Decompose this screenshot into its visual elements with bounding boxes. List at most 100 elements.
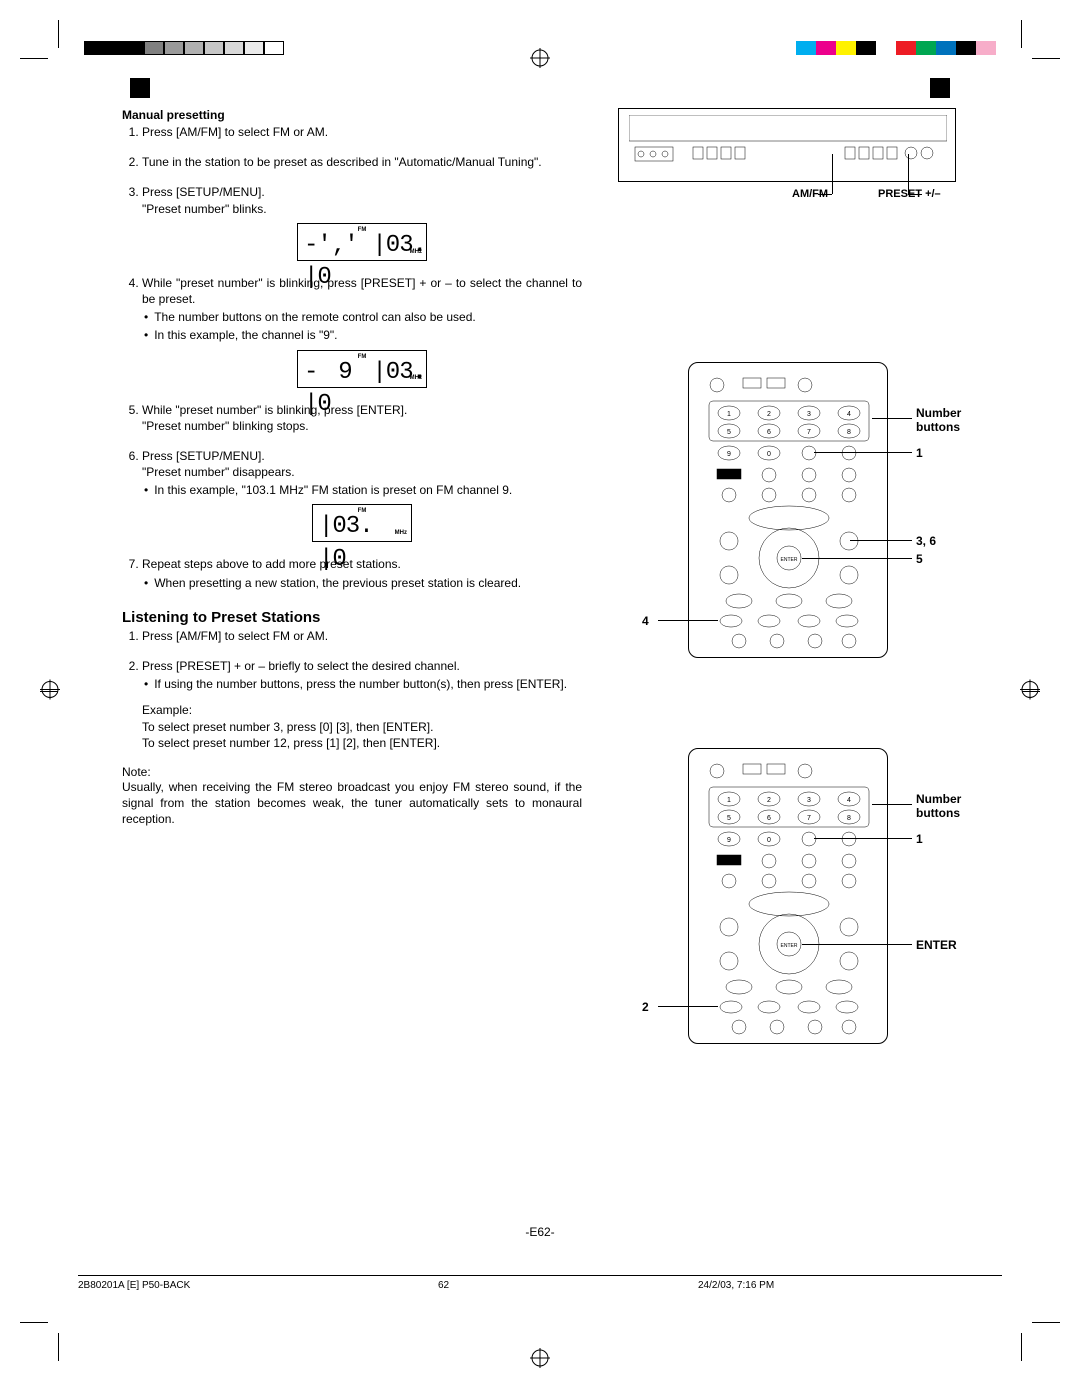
lcd-display: FM |03. |0 MHz <box>312 504 412 542</box>
sub-item: When presetting a new station, the previ… <box>156 575 582 591</box>
callout-line <box>872 418 912 419</box>
svg-text:7: 7 <box>807 815 811 822</box>
step-text: Press [SETUP/MENU]. <box>142 449 265 463</box>
sub-item: The number buttons on the remote control… <box>156 309 582 325</box>
callout-1: 1 <box>916 446 923 460</box>
step-text: "Preset number" disappears. <box>142 465 295 479</box>
lcd-mhz-label: MHz <box>410 248 422 256</box>
callout-line <box>802 944 912 945</box>
svg-text:4: 4 <box>847 411 851 418</box>
lcd-digits: -'‚' |03. |0 <box>304 230 426 295</box>
heading-listening: Listening to Preset Stations <box>122 609 582 626</box>
step-text: Press [SETUP/MENU]. <box>142 185 265 199</box>
callout-line <box>850 540 912 541</box>
manual-presetting-steps: Press [AM/FM] to select FM or AM. Tune i… <box>122 124 582 591</box>
remote-control-icon: 1234 5678 90 ENTER <box>688 362 888 658</box>
step: Press [AM/FM] to select FM or AM. <box>142 628 582 644</box>
registration-square <box>930 78 950 98</box>
device-panel-icon <box>629 115 947 173</box>
heading-manual-presetting: Manual presetting <box>122 108 582 122</box>
lcd-display: FM - 9 |03. |0 MHz <box>297 350 427 388</box>
callout-5: 5 <box>916 552 923 566</box>
content-area: Manual presetting Press [AM/FM] to selec… <box>122 108 958 828</box>
note-body: Usually, when receiving the FM stereo br… <box>122 779 582 828</box>
device-panel-wrap: AM/FM PRESET +/– <box>618 108 958 182</box>
svg-text:ENTER: ENTER <box>781 943 798 949</box>
crop-mark <box>1032 1322 1060 1323</box>
remote-figure: 1234 5678 90 ENTER Number buttons 1 ENTE… <box>618 748 958 1044</box>
sub-item: In this example, "103.1 MHz" FM station … <box>156 482 582 498</box>
crop-mark <box>1021 1333 1022 1361</box>
svg-text:2: 2 <box>767 797 771 804</box>
step: Press [AM/FM] to select FM or AM. <box>142 124 582 140</box>
lcd-mhz-label: MHz <box>410 374 422 382</box>
footer-bar: 2B80201A [E] P50-BACK 62 24/2/03, 7:16 P… <box>78 1275 1002 1295</box>
remote-figure: 1234 5678 90 ENTER Number buttons 1 3, 6… <box>618 362 958 658</box>
lcd-mhz-label: MHz <box>395 529 407 537</box>
svg-text:6: 6 <box>767 815 771 822</box>
callout-line <box>872 804 912 805</box>
step-text: Press [PRESET] + or – briefly to select … <box>142 659 460 673</box>
color-strip <box>796 41 996 55</box>
device-front-panel <box>618 108 956 182</box>
svg-text:4: 4 <box>847 797 851 804</box>
step: Press [SETUP/MENU]. "Preset number" disa… <box>142 448 582 543</box>
example-line: To select preset number 3, press [0] [3]… <box>142 720 433 734</box>
listening-steps: Press [AM/FM] to select FM or AM. Press … <box>122 628 582 751</box>
svg-text:ENTER: ENTER <box>781 557 798 563</box>
svg-text:5: 5 <box>727 815 731 822</box>
page-number: -E62- <box>525 1225 554 1239</box>
svg-text:1: 1 <box>727 411 731 418</box>
footer-doc-id: 2B80201A [E] P50-BACK <box>78 1280 438 1295</box>
registration-square <box>130 78 150 98</box>
remote-control-icon: 1234 5678 90 ENTER <box>688 748 888 1044</box>
callout-1: 1 <box>916 832 923 846</box>
lcd-display: FM -'‚' |03. |0 MHz <box>297 223 427 261</box>
registration-mark-icon <box>530 1348 550 1371</box>
svg-text:9: 9 <box>727 837 731 844</box>
callout-3-6: 3, 6 <box>916 534 936 548</box>
footer-page: 62 <box>438 1280 698 1295</box>
step: Press [PRESET] + or – briefly to select … <box>142 658 582 751</box>
callout-enter: ENTER <box>916 938 957 952</box>
registration-mark-icon <box>530 48 550 71</box>
footer-timestamp: 24/2/03, 7:16 PM <box>698 1280 1002 1295</box>
sub-item: If using the number buttons, press the n… <box>156 676 582 692</box>
note-label: Note: <box>122 765 582 779</box>
crop-mark <box>20 1322 48 1323</box>
callout-line <box>814 838 912 839</box>
svg-text:1: 1 <box>727 797 731 804</box>
crop-mark <box>1032 58 1060 59</box>
callout-line <box>658 620 718 621</box>
callout-number-buttons: Number buttons <box>916 792 961 821</box>
right-column: AM/FM PRESET +/– <box>618 108 958 1044</box>
svg-text:0: 0 <box>767 837 771 844</box>
remote-svg: 1234 5678 90 ENTER <box>689 749 889 1045</box>
callout-line <box>658 1006 718 1007</box>
grayscale-strip <box>84 41 284 55</box>
step: Press [SETUP/MENU]. "Preset number" blin… <box>142 184 582 260</box>
step-text: "Preset number" blinking stops. <box>142 419 309 433</box>
callout-4: 4 <box>642 614 649 628</box>
remote-svg: 1234 5678 90 ENTER <box>689 363 889 659</box>
callout-line <box>814 452 912 453</box>
crop-mark <box>58 1333 59 1361</box>
svg-text:8: 8 <box>847 429 851 436</box>
svg-text:7: 7 <box>807 429 811 436</box>
lcd-digits: - 9 |03. |0 <box>304 357 426 422</box>
callout-line <box>802 558 912 559</box>
svg-text:3: 3 <box>807 411 811 418</box>
amfm-label: AM/FM <box>792 188 828 200</box>
svg-text:5: 5 <box>727 429 731 436</box>
registration-mark-icon <box>1020 679 1040 702</box>
print-color-bar <box>0 38 1080 58</box>
svg-text:3: 3 <box>807 797 811 804</box>
example-line: To select preset number 12, press [1] [2… <box>142 736 440 750</box>
sub-item: In this example, the channel is "9". <box>156 327 582 343</box>
crop-mark <box>20 58 48 59</box>
callout-2: 2 <box>642 1000 649 1014</box>
callout-number-buttons: Number buttons <box>916 406 961 435</box>
preset-label: PRESET +/– <box>878 188 941 200</box>
registration-mark-icon <box>40 679 60 702</box>
step-text: "Preset number" blinks. <box>142 202 267 216</box>
